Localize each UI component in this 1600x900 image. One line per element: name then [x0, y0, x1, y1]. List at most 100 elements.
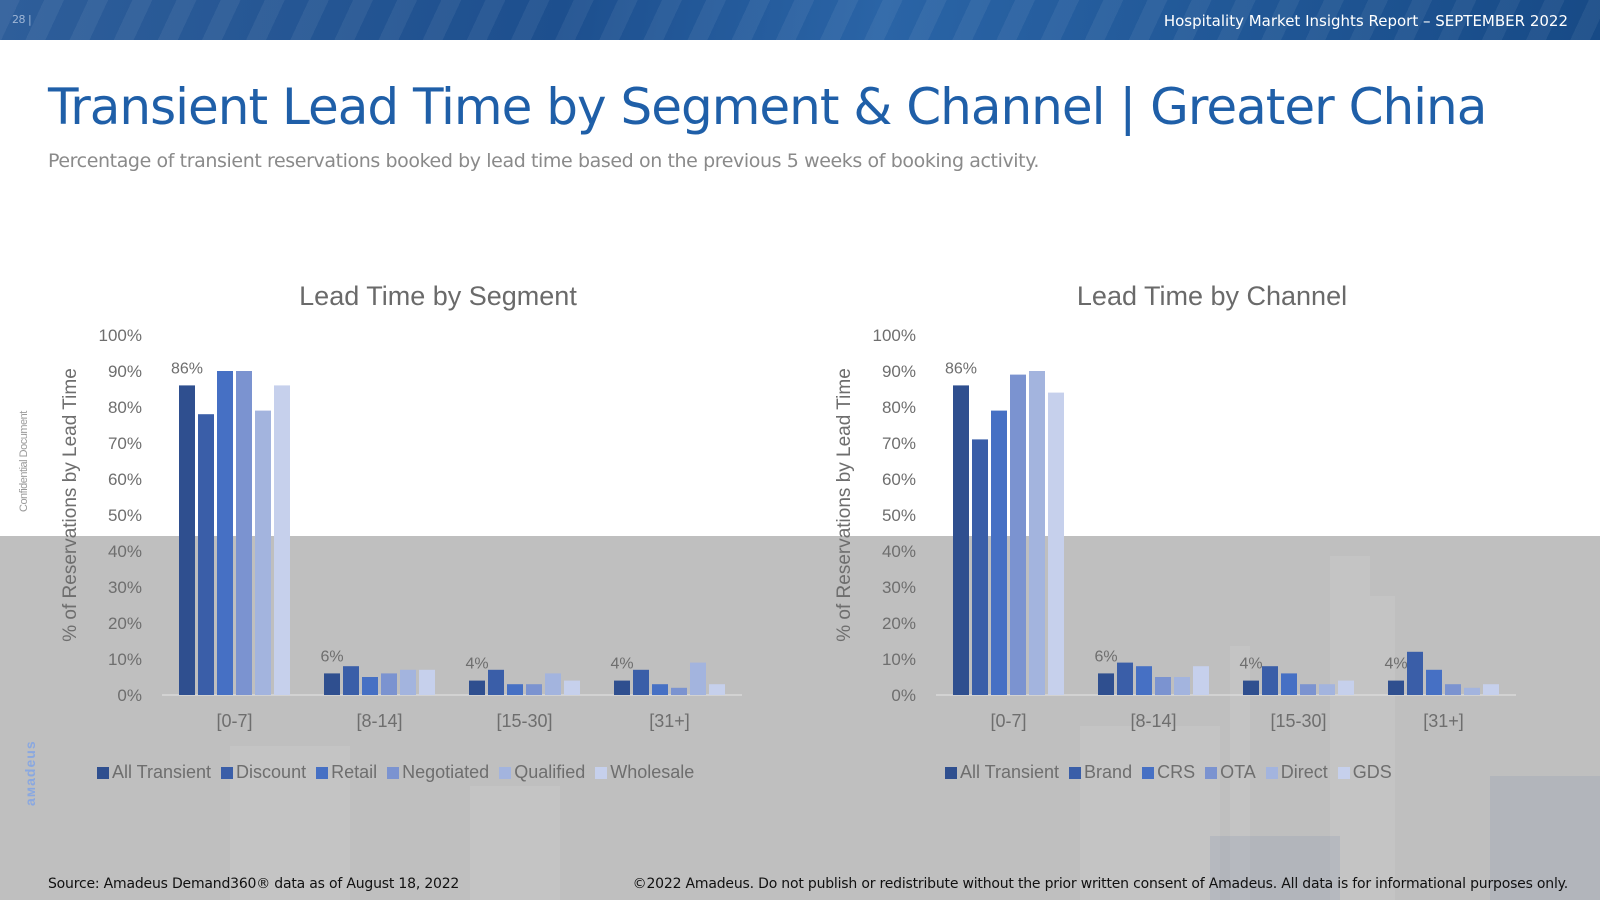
segment-bar	[217, 371, 233, 695]
channel-chart-plot: Lead Time by Channel % of Reservations by…	[834, 281, 1516, 731]
segment-y-tick-label: 10%	[108, 650, 142, 669]
segment-bar	[526, 684, 542, 695]
channel-bar	[991, 410, 1007, 695]
segment-bar	[633, 669, 649, 695]
segment-y-tick-label: 20%	[108, 614, 142, 633]
page-number: 28 |	[12, 13, 32, 26]
channel-legend-swatch	[1205, 766, 1218, 779]
channel-bar	[1098, 673, 1114, 695]
channel-y-tick-label: 50%	[882, 506, 916, 525]
segment-data-label: 4%	[610, 656, 633, 673]
segment-legend-item: Retail	[316, 762, 377, 783]
segment-legend-label: Negotiated	[402, 762, 490, 782]
segment-legend-item: Qualified	[499, 762, 585, 783]
channel-bar	[1117, 662, 1133, 695]
segment-chart: Lead Time by Segment % of Reservations by…	[40, 270, 780, 810]
segment-x-tick-label: [15-30]	[496, 711, 552, 731]
backdrop-building	[1080, 726, 1220, 900]
backdrop-building	[1370, 596, 1395, 900]
channel-x-tick-label: [31+]	[1423, 711, 1464, 731]
segment-y-tick-label: 0%	[117, 686, 142, 705]
channel-bar	[1010, 374, 1026, 695]
segment-bar	[507, 684, 523, 695]
backdrop-building	[1230, 646, 1250, 900]
channel-bar	[1262, 666, 1278, 695]
page-subtitle: Percentage of transient reservations boo…	[48, 150, 1040, 172]
segment-legend-swatch	[221, 766, 234, 779]
segment-legend-label: All Transient	[112, 762, 212, 782]
segment-y-tick-label: 100%	[99, 326, 142, 345]
channel-legend-item: Brand	[1069, 762, 1132, 783]
channel-bar	[1155, 677, 1171, 695]
channel-y-tick-label: 90%	[882, 362, 916, 381]
channel-bar	[1319, 684, 1335, 695]
channel-bar	[953, 385, 969, 695]
channel-bar	[1388, 680, 1404, 695]
segment-bar	[564, 680, 580, 695]
header-bar: 28 | Hospitality Market Insights Report …	[0, 0, 1600, 40]
channel-data-label: 86%	[945, 360, 977, 377]
segment-y-tick-label: 40%	[108, 542, 142, 561]
segment-x-tick-label: [8-14]	[356, 711, 402, 731]
backdrop-building	[230, 746, 350, 900]
channel-bar	[1464, 687, 1480, 695]
segment-bar	[381, 673, 397, 695]
channel-y-axis-label: % of Reservations by Lead Time	[834, 368, 855, 642]
segment-y-tick-label: 90%	[108, 362, 142, 381]
segment-bar	[179, 385, 195, 695]
channel-x-tick-label: [8-14]	[1130, 711, 1176, 731]
channel-legend-label: Direct	[1280, 762, 1328, 782]
segment-legend-item: Negotiated	[387, 762, 489, 783]
channel-y-tick-label: 40%	[882, 542, 916, 561]
segment-x-tick-label: [0-7]	[216, 711, 252, 731]
segment-x-tick-label: [31+]	[649, 711, 690, 731]
channel-legend-swatch	[1265, 766, 1278, 779]
channel-legend-swatch	[1069, 766, 1082, 779]
segment-y-tick-label: 50%	[108, 506, 142, 525]
channel-legend-swatch	[1142, 766, 1155, 779]
segment-bar	[255, 410, 271, 695]
segment-y-tick-label: 30%	[108, 578, 142, 597]
segment-bar	[545, 673, 561, 695]
segment-bar	[236, 371, 252, 695]
channel-legend-label: GDS	[1352, 762, 1392, 782]
channel-legend-swatch	[945, 766, 957, 779]
channel-y-tick-label: 100%	[873, 326, 916, 345]
amadeus-logo: aмadeus	[22, 740, 38, 806]
confidential-label: Confidential Document	[18, 411, 30, 512]
segment-y-axis-label: % of Reservations by Lead Time	[60, 368, 81, 642]
segment-bar	[671, 687, 687, 695]
channel-legend-label: Brand	[1084, 762, 1133, 782]
backdrop-building	[470, 786, 560, 900]
channel-legend-item: Direct	[1265, 762, 1328, 783]
channel-y-tick-label: 80%	[882, 398, 916, 417]
channel-y-tick-label: 20%	[882, 614, 916, 633]
channel-y-tick-label: 10%	[882, 650, 916, 669]
channel-bar	[1338, 680, 1354, 695]
segment-legend-label: Discount	[236, 762, 307, 782]
channel-legend-label: CRS	[1157, 762, 1196, 782]
channel-bar	[1136, 666, 1152, 695]
channel-bar	[1300, 684, 1316, 695]
segment-legend-item: Discount	[221, 762, 306, 783]
report-title: Hospitality Market Insights Report – SEP…	[1163, 12, 1568, 30]
segment-data-label: 4%	[465, 656, 488, 673]
segment-legend-swatch	[387, 766, 400, 779]
segment-legend-swatch	[316, 766, 329, 779]
page-title: Transient Lead Time by Segment & Channel…	[48, 78, 1487, 136]
segment-legend-label: Wholesale	[610, 762, 695, 782]
source-note: Source: Amadeus Demand360® data as of Au…	[48, 876, 460, 892]
channel-bar	[1048, 392, 1064, 695]
channel-x-tick-label: [0-7]	[990, 711, 1026, 731]
channel-chart: Lead Time by Channel % of Reservations by…	[814, 270, 1554, 810]
segment-legend-swatch	[595, 766, 608, 779]
segment-legend-swatch	[499, 766, 512, 779]
channel-bar	[1029, 371, 1045, 695]
segment-y-tick-label: 60%	[108, 470, 142, 489]
header-texture	[0, 0, 1600, 40]
segment-chart-title: Lead Time by Segment	[299, 281, 577, 311]
channel-bar	[972, 439, 988, 695]
channel-bar	[1243, 680, 1259, 695]
segment-legend-label: Qualified	[514, 762, 586, 782]
channel-legend-item: CRS	[1142, 762, 1195, 783]
